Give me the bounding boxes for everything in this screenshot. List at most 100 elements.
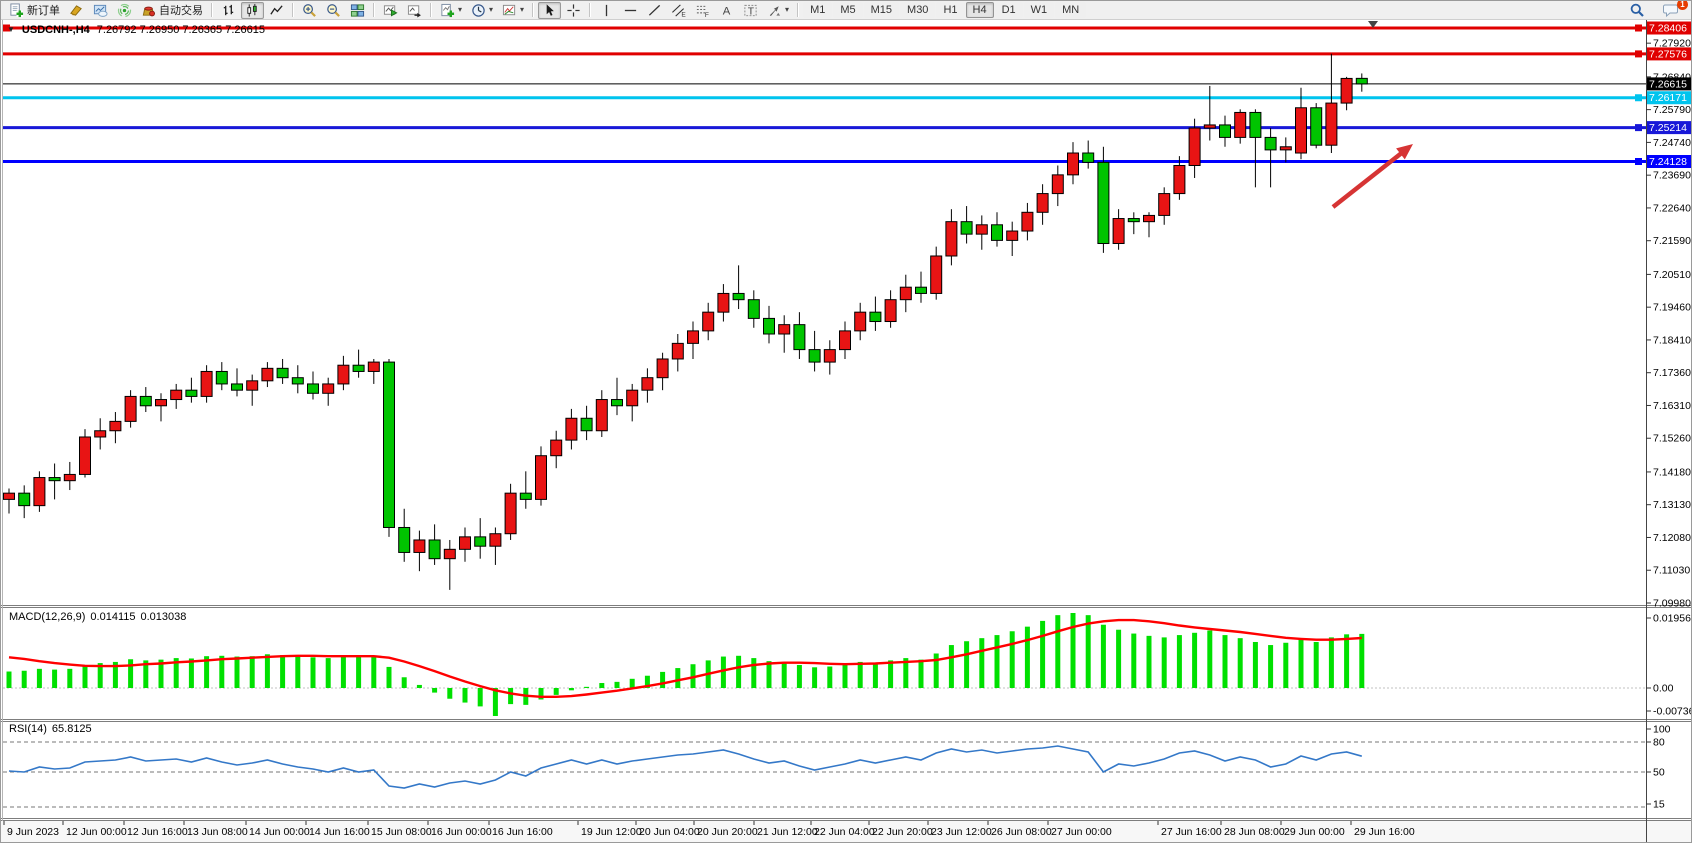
- tf-m30-button[interactable]: M30: [900, 2, 936, 18]
- new-order-button[interactable]: 新订单: [5, 2, 64, 19]
- tf-m1-button[interactable]: M1: [803, 2, 833, 18]
- tf-h4-button[interactable]: H4: [965, 2, 994, 18]
- toolbar-separator: [589, 3, 592, 17]
- chevron-down-icon: ▾: [489, 5, 494, 14]
- marker-button[interactable]: [65, 2, 88, 19]
- tf-mn-button[interactable]: MN: [1055, 2, 1087, 18]
- candlestick-icon: [245, 3, 260, 18]
- notification-badge: 1: [1677, 1, 1688, 10]
- svg-text:14 Jun 00:00: 14 Jun 00:00: [249, 826, 310, 838]
- svg-text:27 Jun 00:00: 27 Jun 00:00: [1051, 826, 1112, 838]
- tf-w1-button[interactable]: W1: [1023, 2, 1055, 18]
- toolbar-separator: [211, 3, 213, 17]
- svg-text:0.00: 0.00: [1653, 683, 1674, 695]
- rsi-label: RSI(14) 65.8125: [9, 723, 92, 735]
- svg-text:E: E: [681, 11, 686, 17]
- svg-text:15 Jun 08:00: 15 Jun 08:00: [371, 826, 432, 838]
- tile-windows-button[interactable]: [346, 2, 369, 19]
- time-axis[interactable]: 9 Jun 2023 12 Jun 00:00 12 Jun 16:00 13 Jun…: [3, 821, 1415, 838]
- tf-m15-button[interactable]: M15: [863, 2, 900, 18]
- trend-arrow-object[interactable]: [1331, 144, 1413, 209]
- trendline-button[interactable]: [643, 2, 666, 19]
- text-button[interactable]: A: [715, 2, 738, 19]
- ohlc-bars-icon: [221, 3, 236, 18]
- search-button[interactable]: [1625, 2, 1649, 19]
- one-click-trading-toggle[interactable]: ▼: [7, 25, 15, 34]
- svg-text:7.11030: 7.11030: [1653, 565, 1690, 577]
- ohlc-bars-button[interactable]: [217, 2, 240, 19]
- svg-text:0.019561: 0.019561: [1653, 613, 1692, 625]
- svg-text:A: A: [723, 5, 731, 17]
- tile-windows-icon: [350, 3, 365, 18]
- crosshair-button[interactable]: [562, 2, 585, 19]
- svg-text:7.14180: 7.14180: [1653, 466, 1691, 478]
- notifications-button[interactable]: 1: [1659, 1, 1688, 19]
- toolbar-separator: [430, 3, 432, 17]
- svg-text:7.17360: 7.17360: [1653, 367, 1691, 379]
- candlestick-button[interactable]: [241, 1, 264, 19]
- search-icon: [1629, 2, 1645, 18]
- svg-text:7.20510: 7.20510: [1653, 269, 1691, 281]
- autotrading-button[interactable]: 自动交易: [137, 2, 207, 19]
- tf-d1-button[interactable]: D1: [994, 2, 1023, 18]
- toolbar-separator: [797, 3, 800, 17]
- svg-text:15: 15: [1653, 799, 1665, 811]
- svg-text:7.24740: 7.24740: [1653, 137, 1691, 149]
- chevron-down-icon: ▾: [520, 5, 525, 14]
- svg-text:7.25790: 7.25790: [1653, 104, 1691, 116]
- horizontal-line-button[interactable]: [619, 2, 642, 19]
- svg-text:7.22640: 7.22640: [1653, 202, 1691, 214]
- svg-text:7.19460: 7.19460: [1653, 302, 1691, 314]
- text-icon: A: [719, 3, 734, 18]
- autoscroll-button[interactable]: [379, 2, 402, 19]
- line-chart-button[interactable]: [265, 2, 288, 19]
- template-icon: [502, 3, 517, 18]
- cursor-button[interactable]: [538, 1, 562, 19]
- svg-text:7.24128: 7.24128: [1649, 156, 1687, 168]
- rsi-layer: [8, 745, 1363, 789]
- vertical-line-button[interactable]: [595, 2, 618, 19]
- autotrading-icon: [141, 3, 156, 18]
- toolbar-separator: [292, 3, 294, 17]
- text-label-button[interactable]: T: [739, 2, 762, 19]
- zoom-out-button[interactable]: [322, 2, 345, 19]
- charts-cloud-button[interactable]: [89, 2, 112, 19]
- tf-m5-button[interactable]: M5: [833, 2, 863, 18]
- svg-text:F: F: [705, 12, 709, 18]
- marker-icon: [69, 3, 84, 18]
- vertical-line-icon: [599, 3, 614, 18]
- signals-button[interactable]: [113, 2, 136, 19]
- candles-layer: [3, 53, 1368, 590]
- periods-button[interactable]: ▾: [467, 2, 497, 19]
- new-order-label: 新订单: [27, 5, 60, 17]
- templates-button[interactable]: ▾: [498, 2, 528, 19]
- svg-text:7.15260: 7.15260: [1653, 433, 1691, 445]
- autoscroll-icon: [383, 3, 398, 18]
- svg-text:27 Jun 16:00: 27 Jun 16:00: [1161, 826, 1222, 838]
- horizontal-line-icon: [623, 3, 638, 18]
- svg-text:80: 80: [1653, 737, 1665, 749]
- svg-text:7.28406: 7.28406: [1649, 23, 1687, 35]
- signal-icon: [117, 3, 132, 18]
- price-axis[interactable]: 7.279207.268407.257907.247407.236907.226…: [1646, 21, 1692, 610]
- indicators-button[interactable]: ▾: [436, 2, 466, 19]
- svg-text:22 Jun 20:00: 22 Jun 20:00: [872, 826, 933, 838]
- trendline-icon: [647, 3, 662, 18]
- arrows-button[interactable]: ▾: [763, 2, 793, 19]
- hline-objects[interactable]: [3, 24, 1646, 165]
- text-label-icon: T: [743, 3, 758, 18]
- svg-text:7.26615: 7.26615: [1649, 78, 1687, 90]
- fibonacci-button[interactable]: F: [691, 2, 714, 19]
- macd-label: MACD(12,26,9) 0.014115 0.013038: [9, 611, 186, 623]
- svg-text:20 Jun 20:00: 20 Jun 20:00: [697, 826, 758, 838]
- zoom-in-button[interactable]: [298, 2, 321, 19]
- symbol-period-label: USDCNH-,H4: [21, 24, 90, 36]
- tf-h1-button[interactable]: H1: [936, 2, 965, 18]
- svg-text:7.27576: 7.27576: [1649, 48, 1687, 60]
- chart-shift-marker[interactable]: [1368, 21, 1378, 28]
- chart-shift-button[interactable]: [403, 2, 426, 19]
- equidistant-channel-button[interactable]: E: [667, 2, 690, 19]
- time-axis-strip[interactable]: [1, 821, 1692, 843]
